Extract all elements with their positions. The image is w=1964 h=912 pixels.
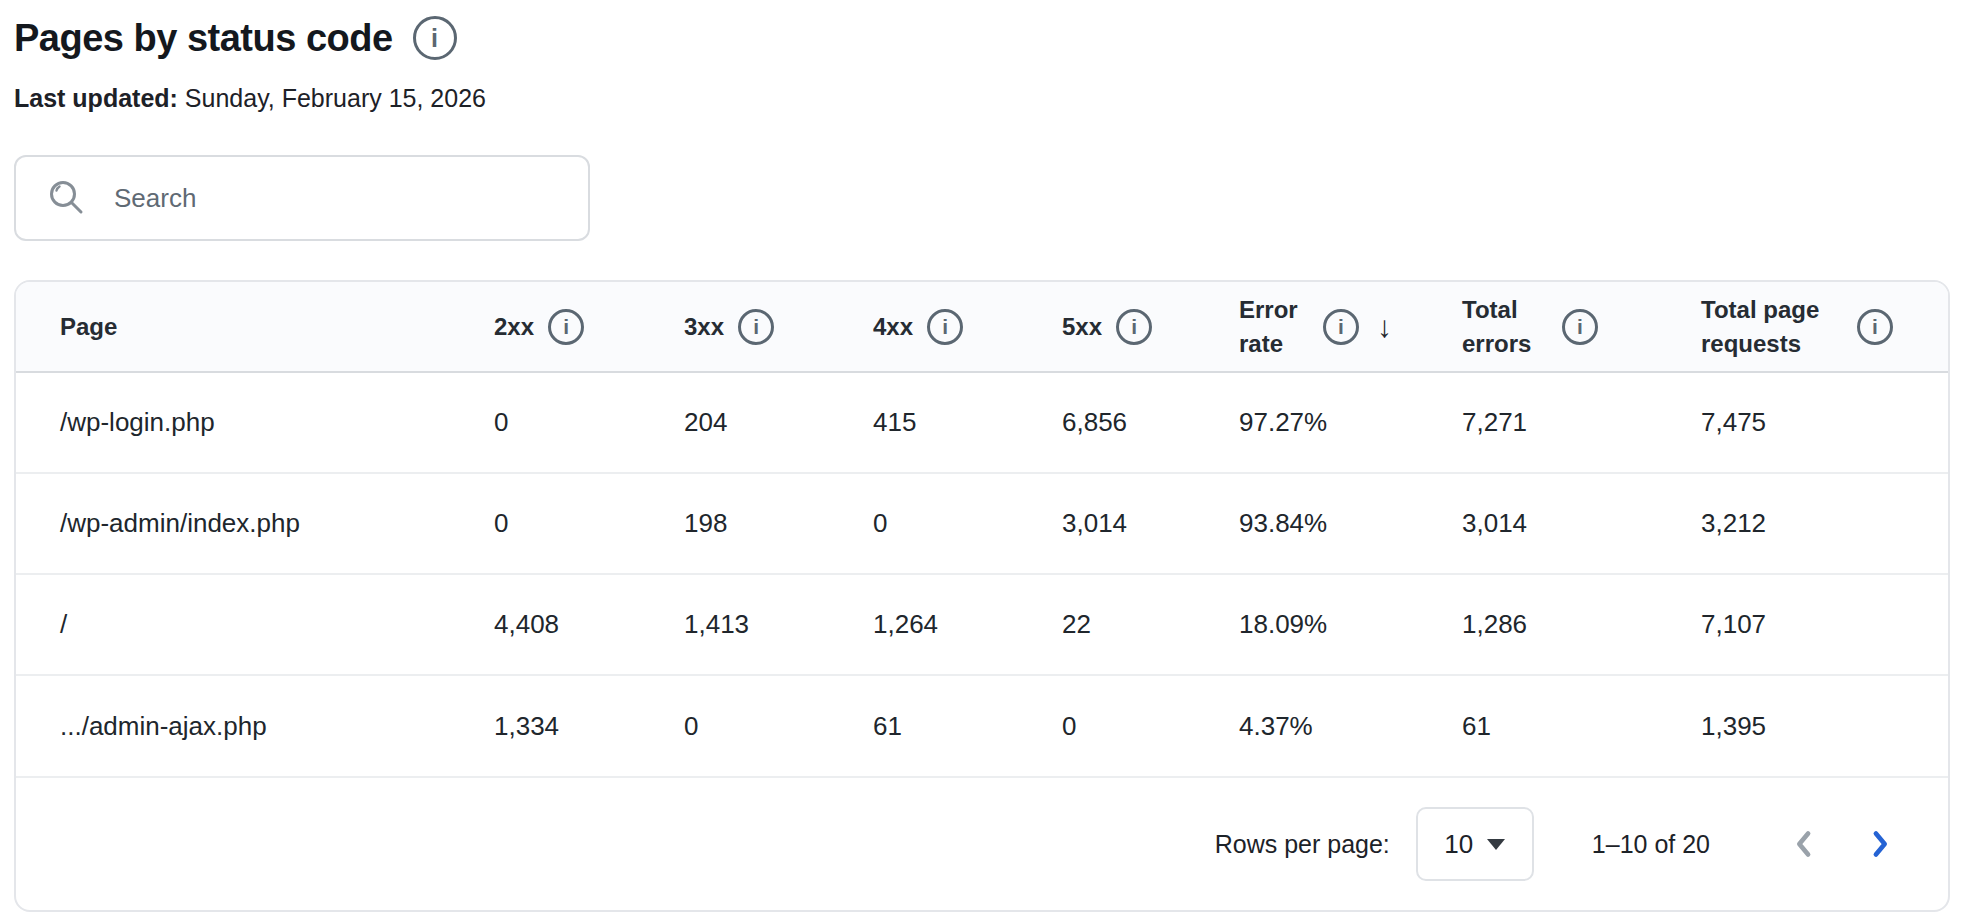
info-icon[interactable]: i: [1857, 309, 1893, 345]
info-glyph: i: [1338, 316, 1344, 337]
page-container: Pages by status code i Last updated: Sun…: [0, 0, 1964, 912]
table-head: Page 2xx i 3xx i 4xx i 5xx i Error rate: [16, 282, 1948, 372]
table-row: /wp-admin/index.php 0 198 0 3,014 93.84%…: [16, 473, 1948, 574]
rows-per-page-label: Rows per page:: [1215, 830, 1390, 859]
value-cell-4xx: 1,264: [871, 574, 1060, 675]
value-cell-error-rate: 97.27%: [1237, 372, 1460, 473]
pages-table: Page 2xx i 3xx i 4xx i 5xx i Error rate: [16, 282, 1948, 776]
rows-per-page-select[interactable]: 10: [1416, 807, 1534, 881]
previous-page-button[interactable]: [1784, 820, 1824, 868]
value-cell-5xx: 3,014: [1060, 473, 1237, 574]
page-header: Pages by status code i: [14, 16, 1950, 60]
value-cell-total-requests: 3,212: [1699, 473, 1948, 574]
page-title: Pages by status code: [14, 17, 393, 60]
value-cell-total-errors: 7,271: [1460, 372, 1699, 473]
pagination-bar: Rows per page: 10 1–10 of 20: [16, 776, 1948, 910]
rows-per-page-value: 10: [1444, 829, 1473, 860]
search-input[interactable]: [114, 157, 588, 239]
value-cell-4xx: 61: [871, 675, 1060, 776]
sort-desc-icon: ↓: [1377, 306, 1392, 348]
info-icon[interactable]: i: [927, 309, 963, 345]
value-cell-total-errors: 1,286: [1460, 574, 1699, 675]
table-body: /wp-login.php 0 204 415 6,856 97.27% 7,2…: [16, 372, 1948, 776]
page-cell: /wp-admin/index.php: [16, 473, 492, 574]
value-cell-3xx: 204: [682, 372, 871, 473]
last-updated-label: Last updated:: [14, 84, 178, 112]
column-header-label: 4xx: [873, 310, 913, 344]
info-icon[interactable]: i: [738, 309, 774, 345]
last-updated-value: Sunday, February 15, 2026: [185, 84, 486, 112]
column-header[interactable]: Error rate i ↓: [1237, 282, 1460, 372]
info-glyph: i: [1872, 316, 1878, 337]
info-glyph: i: [431, 26, 438, 51]
info-glyph: i: [1577, 316, 1583, 337]
caret-down-icon: [1487, 839, 1505, 850]
chevron-right-icon: [1866, 826, 1894, 862]
column-header[interactable]: 5xx i: [1060, 282, 1237, 372]
column-header-label: 2xx: [494, 310, 534, 344]
value-cell-3xx: 198: [682, 473, 871, 574]
value-cell-2xx: 1,334: [492, 675, 682, 776]
column-header[interactable]: 3xx i: [682, 282, 871, 372]
column-header-label: Page: [60, 310, 117, 344]
info-icon[interactable]: i: [1562, 309, 1598, 345]
column-header[interactable]: Page: [16, 282, 492, 372]
value-cell-total-errors: 61: [1460, 675, 1699, 776]
value-cell-error-rate: 93.84%: [1237, 473, 1460, 574]
value-cell-4xx: 415: [871, 372, 1060, 473]
value-cell-3xx: 1,413: [682, 574, 871, 675]
info-glyph: i: [563, 316, 569, 337]
column-header-label: Total errors: [1462, 293, 1548, 360]
column-header[interactable]: 4xx i: [871, 282, 1060, 372]
page-range-label: 1–10 of 20: [1592, 830, 1710, 859]
column-header[interactable]: Total page requests i: [1699, 282, 1948, 372]
info-glyph: i: [1131, 316, 1137, 337]
info-glyph: i: [942, 316, 948, 337]
page-cell: /: [16, 574, 492, 675]
value-cell-total-requests: 1,395: [1699, 675, 1948, 776]
table-header-row: Page 2xx i 3xx i 4xx i 5xx i Error rate: [16, 282, 1948, 372]
value-cell-5xx: 22: [1060, 574, 1237, 675]
search-box: [14, 155, 590, 241]
value-cell-3xx: 0: [682, 675, 871, 776]
search-icon: [46, 177, 88, 219]
table-row: / 4,408 1,413 1,264 22 18.09% 1,286 7,10…: [16, 574, 1948, 675]
next-page-button[interactable]: [1860, 820, 1900, 868]
column-header-label: 3xx: [684, 310, 724, 344]
value-cell-error-rate: 18.09%: [1237, 574, 1460, 675]
info-icon[interactable]: i: [1323, 309, 1359, 345]
info-icon[interactable]: i: [1116, 309, 1152, 345]
value-cell-2xx: 0: [492, 372, 682, 473]
column-header[interactable]: Total errors i: [1460, 282, 1699, 372]
value-cell-5xx: 6,856: [1060, 372, 1237, 473]
value-cell-5xx: 0: [1060, 675, 1237, 776]
value-cell-2xx: 0: [492, 473, 682, 574]
info-glyph: i: [753, 316, 759, 337]
column-header-label: Total page requests: [1701, 293, 1843, 360]
value-cell-total-errors: 3,014: [1460, 473, 1699, 574]
value-cell-4xx: 0: [871, 473, 1060, 574]
page-cell: .../admin-ajax.php: [16, 675, 492, 776]
value-cell-error-rate: 4.37%: [1237, 675, 1460, 776]
column-header-label: 5xx: [1062, 310, 1102, 344]
page-cell: /wp-login.php: [16, 372, 492, 473]
column-header-label: Error rate: [1239, 293, 1309, 360]
table-row: /wp-login.php 0 204 415 6,856 97.27% 7,2…: [16, 372, 1948, 473]
table-card: Page 2xx i 3xx i 4xx i 5xx i Error rate: [14, 280, 1950, 912]
column-header[interactable]: 2xx i: [492, 282, 682, 372]
value-cell-2xx: 4,408: [492, 574, 682, 675]
chevron-left-icon: [1790, 826, 1818, 862]
value-cell-total-requests: 7,107: [1699, 574, 1948, 675]
title-info-icon[interactable]: i: [413, 16, 457, 60]
last-updated-line: Last updated: Sunday, February 15, 2026: [14, 84, 1950, 113]
table-row: .../admin-ajax.php 1,334 0 61 0 4.37% 61…: [16, 675, 1948, 776]
value-cell-total-requests: 7,475: [1699, 372, 1948, 473]
info-icon[interactable]: i: [548, 309, 584, 345]
